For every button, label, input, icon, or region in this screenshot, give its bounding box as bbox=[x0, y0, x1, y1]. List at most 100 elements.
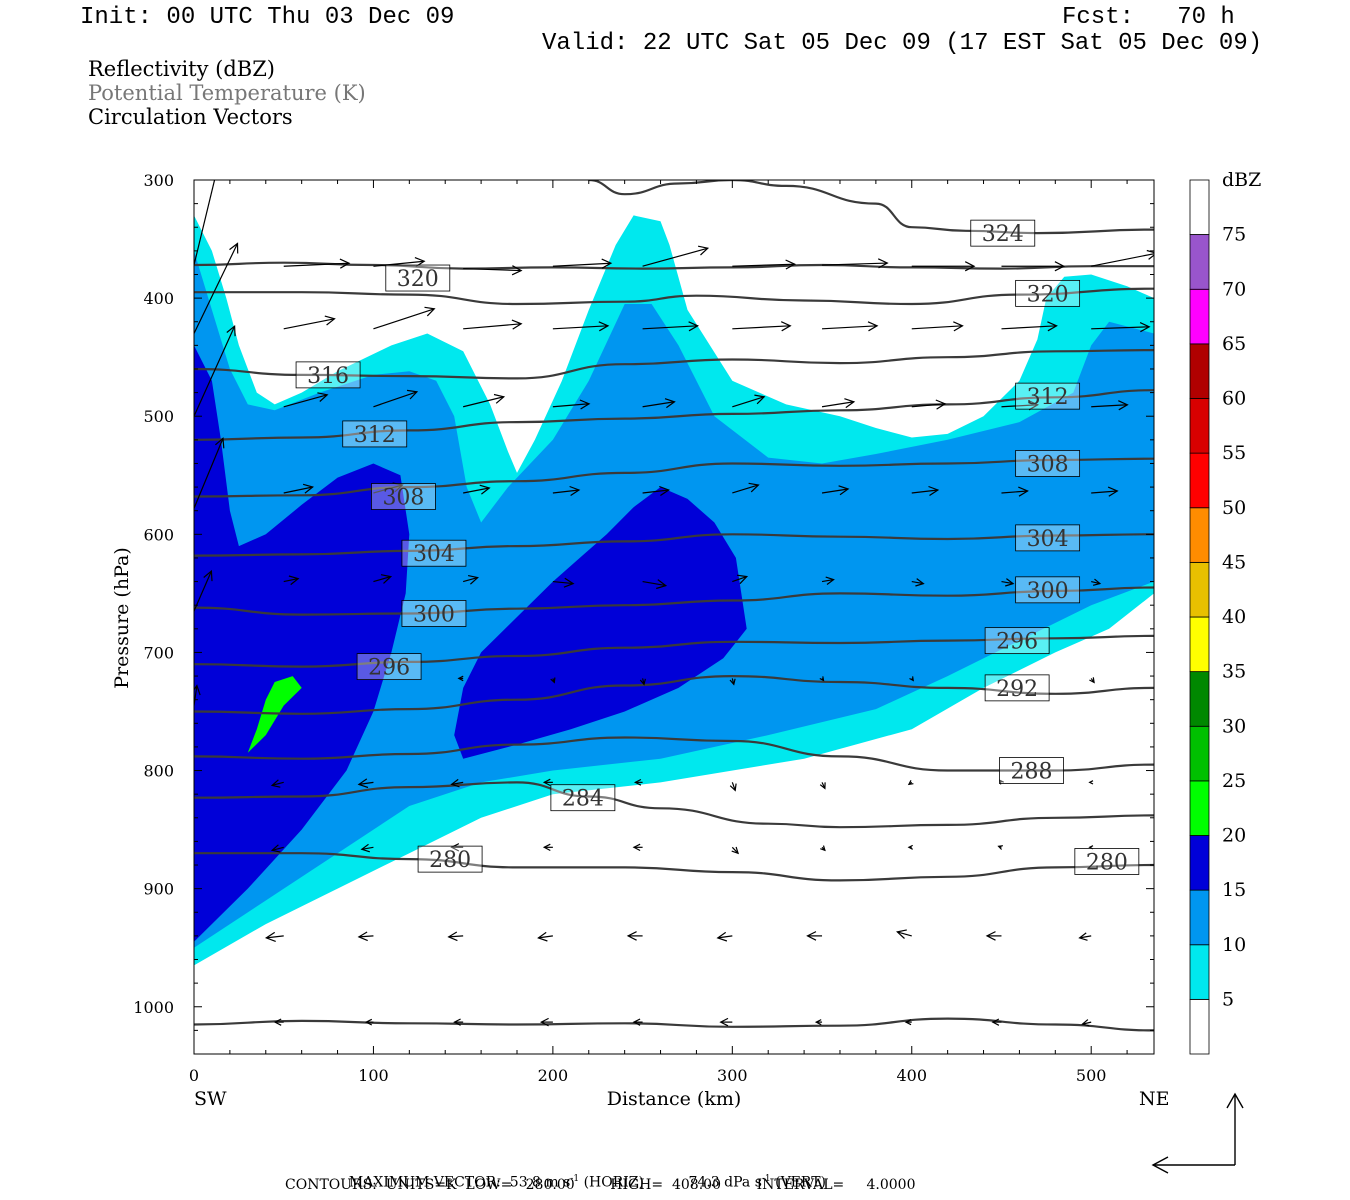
contour-label-308: 308 bbox=[382, 486, 424, 511]
ne-label: NE bbox=[1139, 1088, 1170, 1110]
circulation-vector bbox=[732, 322, 790, 331]
colorbar-cell bbox=[1190, 344, 1209, 399]
colorbar-cell bbox=[1190, 999, 1209, 1054]
colorbar-cell bbox=[1190, 453, 1209, 508]
y-tick-label: 800 bbox=[143, 762, 174, 781]
contour-label-312: 312 bbox=[1027, 385, 1069, 410]
circulation-vector bbox=[822, 322, 877, 331]
circulation-vector bbox=[366, 1019, 373, 1025]
circulation-vector bbox=[449, 932, 464, 941]
circulation-vector bbox=[820, 782, 825, 788]
y-tick-label: 1000 bbox=[133, 998, 174, 1017]
colorbar-label: 10 bbox=[1222, 934, 1246, 956]
x-tick-label: 100 bbox=[358, 1066, 389, 1085]
x-tick-label: 0 bbox=[189, 1066, 199, 1085]
contour-label-320: 320 bbox=[1027, 282, 1069, 307]
circulation-vector bbox=[808, 932, 823, 941]
circulation-vector bbox=[266, 932, 283, 941]
x-tick-label: 200 bbox=[538, 1066, 569, 1085]
contour-label-308: 308 bbox=[1027, 452, 1069, 477]
circulation-vector bbox=[275, 1019, 284, 1025]
colorbar-cell bbox=[1190, 289, 1209, 344]
x-tick-label: 400 bbox=[896, 1066, 927, 1085]
x-axis-label: Distance (km) bbox=[607, 1088, 742, 1110]
y-tick-label: 600 bbox=[143, 525, 174, 544]
y-tick-label: 400 bbox=[143, 289, 174, 308]
contour-label-284: 284 bbox=[562, 787, 604, 812]
y-tick-label: 900 bbox=[143, 880, 174, 899]
colorbar-cell-top bbox=[1190, 180, 1209, 235]
circulation-vector bbox=[822, 399, 854, 408]
circulation-vector bbox=[909, 780, 914, 784]
y-axis-label: Pressure (hPa) bbox=[111, 547, 133, 689]
colorbar-label: 75 bbox=[1222, 224, 1246, 246]
colorbar-cell bbox=[1190, 781, 1209, 836]
colorbar-title: dBZ bbox=[1222, 169, 1261, 191]
y-tick-label: 500 bbox=[143, 407, 174, 426]
colorbar-label: 55 bbox=[1222, 442, 1246, 464]
circulation-vector bbox=[987, 932, 1002, 941]
colorbar-cell bbox=[1190, 726, 1209, 781]
circulation-vector bbox=[544, 844, 553, 850]
circulation-vector bbox=[463, 320, 521, 329]
contour-label-304: 304 bbox=[413, 542, 455, 567]
colorbar-cell bbox=[1190, 235, 1209, 290]
circulation-vector bbox=[194, 85, 240, 265]
colorbar: 5 10 15 20 25 30 35 40 45 50 55 60 65 70 75 dBZ bbox=[1190, 169, 1261, 1054]
contour-label-280: 280 bbox=[429, 848, 471, 873]
contour-label-300: 300 bbox=[1027, 579, 1069, 604]
colorbar-label: 65 bbox=[1222, 333, 1246, 355]
circulation-vector bbox=[820, 846, 825, 851]
circulation-vector bbox=[999, 846, 1003, 850]
contour-label-300: 300 bbox=[413, 602, 455, 627]
circulation-vector bbox=[718, 932, 733, 941]
cross-section-chart: 3243203203163123123083083043043003002962… bbox=[0, 0, 1350, 1200]
colorbar-label: 30 bbox=[1222, 715, 1246, 737]
colorbar-cell bbox=[1190, 508, 1209, 563]
circulation-vector bbox=[732, 847, 738, 853]
y-tick-label: 300 bbox=[143, 171, 174, 190]
contour-label-292: 292 bbox=[996, 677, 1038, 702]
circulation-vector bbox=[816, 1020, 822, 1025]
circulation-vector bbox=[909, 845, 913, 849]
colorbar-label: 70 bbox=[1222, 278, 1246, 300]
contours-footer: CONTOURS: UNITS=K LOW= 280.00 HIGH= 408.… bbox=[285, 1177, 916, 1193]
circulation-vector bbox=[1090, 781, 1093, 784]
colorbar-label: 15 bbox=[1222, 879, 1246, 901]
contour-label-320: 320 bbox=[397, 267, 439, 292]
circulation-vector bbox=[538, 932, 553, 941]
contour-label-312: 312 bbox=[354, 423, 396, 448]
colorbar-cell bbox=[1190, 672, 1209, 727]
x-tick-label: 500 bbox=[1076, 1066, 1107, 1085]
theta-contour-surface bbox=[194, 1019, 1154, 1031]
circulation-vector bbox=[730, 782, 736, 790]
circulation-vector bbox=[897, 930, 912, 939]
colorbar-cell bbox=[1190, 399, 1209, 454]
circulation-vector bbox=[721, 1018, 733, 1025]
colorbar-label: 50 bbox=[1222, 497, 1246, 519]
colorbar-cell bbox=[1190, 836, 1209, 891]
colorbar-cell bbox=[1190, 562, 1209, 617]
theta-contour-324 bbox=[589, 180, 1154, 233]
circulation-vector bbox=[359, 932, 374, 941]
contour-label-280: 280 bbox=[1086, 850, 1128, 875]
circulation-vector bbox=[634, 844, 643, 850]
circulation-vector bbox=[1080, 933, 1092, 940]
colorbar-cell bbox=[1190, 617, 1209, 672]
circulation-vector bbox=[912, 322, 963, 331]
y-tick-label: 700 bbox=[143, 643, 174, 662]
contour-label-296: 296 bbox=[996, 630, 1038, 655]
colorbar-label: 45 bbox=[1222, 551, 1246, 573]
contour-label-296: 296 bbox=[368, 656, 410, 681]
circulation-vector bbox=[912, 262, 974, 271]
colorbar-label: 20 bbox=[1222, 825, 1246, 847]
colorbar-label: 60 bbox=[1222, 388, 1246, 410]
contour-label-288: 288 bbox=[1010, 760, 1052, 785]
circulation-vector bbox=[1089, 677, 1094, 682]
colorbar-cell bbox=[1190, 890, 1209, 945]
x-tick-label: 300 bbox=[717, 1066, 748, 1085]
sw-label: SW bbox=[194, 1088, 227, 1110]
colorbar-cell bbox=[1190, 945, 1209, 1000]
colorbar-label: 40 bbox=[1222, 606, 1246, 628]
contour-label-316: 316 bbox=[307, 364, 349, 389]
